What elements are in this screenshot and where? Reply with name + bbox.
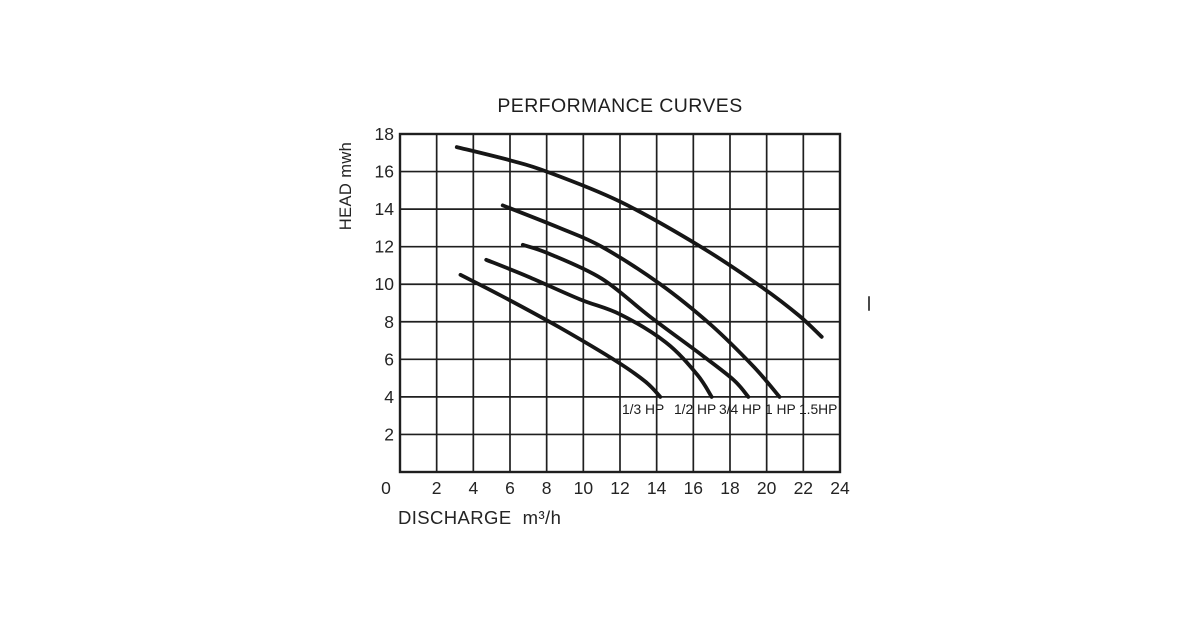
- x-tick-label: 0: [381, 478, 391, 498]
- stray-artifact-mark: [868, 296, 870, 311]
- curve-label: 1 HP: [765, 402, 796, 417]
- y-tick-label: 12: [375, 237, 394, 257]
- y-tick-label: 16: [375, 162, 394, 182]
- x-tick-label: 24: [830, 478, 850, 498]
- y-tick-label: 6: [384, 349, 394, 369]
- y-tick-label: 14: [375, 199, 395, 219]
- x-tick-label: 6: [505, 478, 515, 498]
- series-curve: [458, 272, 663, 399]
- x-tick-label: 8: [542, 478, 552, 498]
- x-tick-label: 2: [432, 478, 442, 498]
- series-curve: [520, 242, 751, 399]
- curve-label: 1.5HP: [799, 402, 837, 417]
- plot-border: [398, 132, 842, 474]
- x-tick-label: 12: [610, 478, 629, 498]
- y-tick-label: 8: [384, 312, 394, 332]
- y-tick-label: 2: [384, 424, 394, 444]
- x-tick-label: 10: [574, 478, 594, 498]
- x-tick-label: 22: [794, 478, 813, 498]
- curve-label: 1/3 HP: [622, 402, 664, 417]
- y-tick-label: 10: [375, 274, 395, 294]
- series-curve: [500, 203, 782, 399]
- y-tick-label: 18: [375, 124, 394, 144]
- x-tick-label: 18: [720, 478, 739, 498]
- x-tick-label: 4: [468, 478, 478, 498]
- chart-title: PERFORMANCE CURVES: [497, 95, 743, 117]
- curve-label: 1/2 HP: [674, 402, 716, 417]
- series-curve: [454, 145, 824, 339]
- x-tick-label: 20: [757, 478, 777, 498]
- x-tick-label: 16: [684, 478, 703, 498]
- y-tick-label: 4: [384, 387, 394, 407]
- x-axis-label: DISCHARGE m³/h: [398, 507, 562, 528]
- x-tick-label: 14: [647, 478, 667, 498]
- curve-label: 3/4 HP: [719, 402, 761, 417]
- series-curve: [484, 257, 714, 399]
